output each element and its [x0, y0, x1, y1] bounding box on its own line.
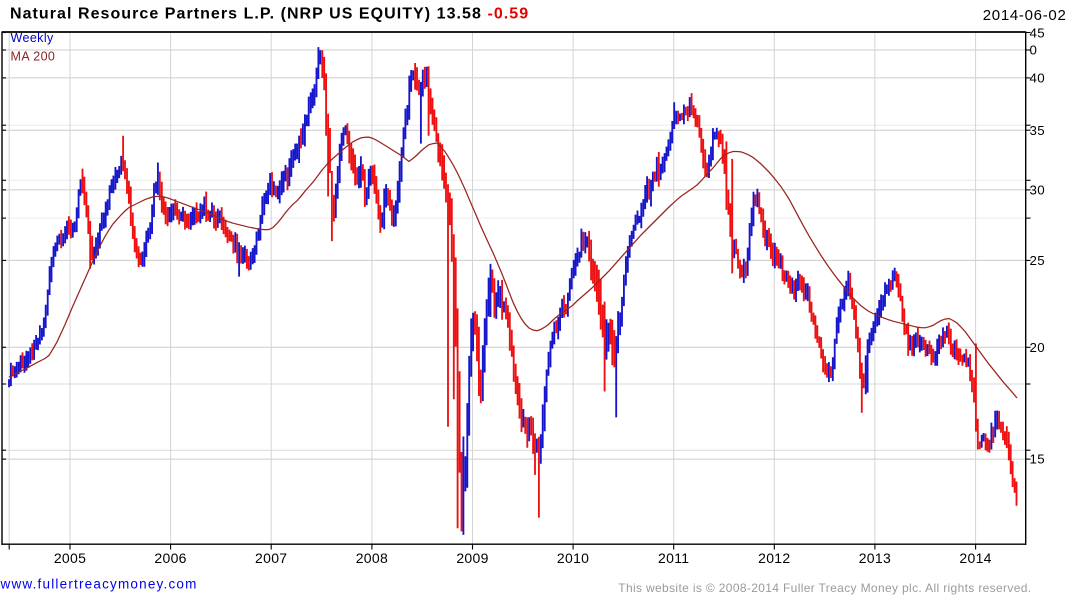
svg-text:2010: 2010 — [557, 550, 589, 566]
svg-text:2011: 2011 — [658, 550, 689, 566]
svg-text:2006: 2006 — [154, 550, 186, 566]
svg-text:20: 20 — [1030, 340, 1045, 355]
svg-text:2014-06-02: 2014-06-02 — [983, 7, 1067, 24]
svg-text:2005: 2005 — [54, 550, 86, 566]
svg-text:MA 200: MA 200 — [11, 50, 56, 64]
svg-text:35: 35 — [1030, 123, 1045, 138]
svg-text:2014: 2014 — [959, 550, 991, 566]
svg-text:2007: 2007 — [255, 550, 287, 566]
svg-text:0: 0 — [1030, 43, 1038, 58]
svg-text:30: 30 — [1030, 183, 1045, 198]
svg-text:Weekly: Weekly — [11, 31, 55, 45]
svg-text:2013: 2013 — [859, 550, 891, 566]
svg-text:25: 25 — [1030, 253, 1045, 268]
svg-text:2008: 2008 — [356, 550, 388, 566]
svg-text:45: 45 — [1030, 26, 1045, 41]
svg-text:Natural Resource Partners L.P.: Natural Resource Partners L.P. (NRP US E… — [10, 6, 529, 23]
svg-text:2012: 2012 — [758, 550, 790, 566]
svg-text:2009: 2009 — [456, 550, 488, 566]
svg-text:www.fullertreacymoney.com: www.fullertreacymoney.com — [0, 577, 198, 592]
svg-text:This website is © 2008-2014 Fu: This website is © 2008-2014 Fuller Treac… — [618, 581, 1031, 595]
svg-text:40: 40 — [1030, 71, 1045, 86]
svg-text:15: 15 — [1030, 452, 1045, 467]
